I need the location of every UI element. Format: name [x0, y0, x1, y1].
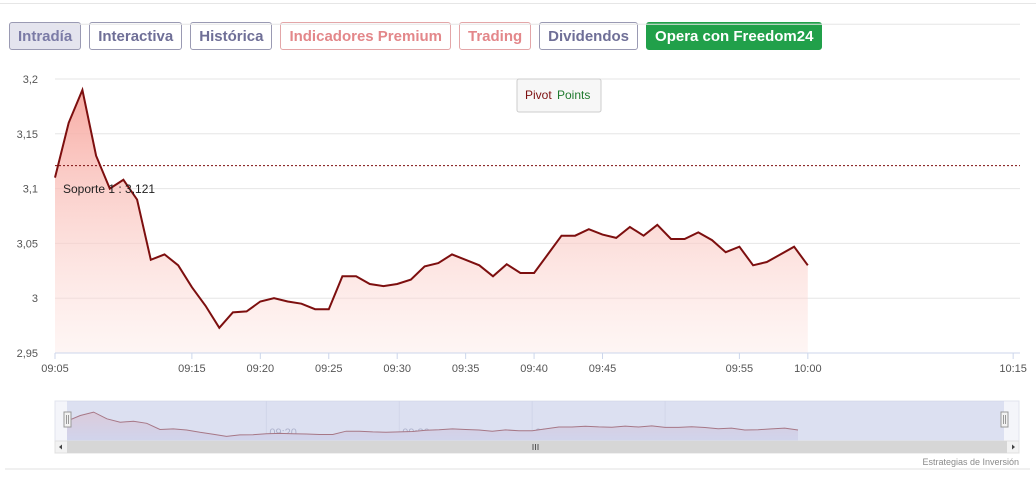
x-tick-label: 09:45 — [589, 363, 617, 375]
x-tick-label: 09:20 — [247, 363, 275, 375]
price-line — [54, 86, 809, 330]
tab-trading[interactable]: Trading — [459, 22, 532, 50]
x-tick-label: 09:25 — [315, 363, 343, 375]
navigator-right-handle[interactable] — [1000, 411, 1009, 428]
pivot-button-bg[interactable] — [516, 78, 602, 113]
navigator-selection[interactable] — [67, 401, 1004, 441]
y-tick-label: 3 — [32, 293, 38, 305]
y-tick-label: 3,2 — [23, 74, 38, 86]
navigator-left-handle[interactable] — [63, 411, 72, 428]
x-tick-label: 09:15 — [178, 363, 206, 375]
scrollbar[interactable] — [54, 440, 1020, 454]
tab-dividendos[interactable]: Dividendos — [539, 22, 639, 50]
tab-indicadores-premium[interactable]: Indicadores Premium — [280, 22, 451, 50]
x-tick-label: 10:15 — [999, 363, 1027, 375]
y-tick-label: 3,1 — [23, 184, 38, 196]
opera-freedom24-button[interactable]: Opera con Freedom24 — [646, 22, 823, 50]
scrollbar-thumb[interactable] — [67, 441, 1007, 453]
chart-credit: Estrategias de Inversión — [922, 457, 1019, 467]
points-word: Points — [557, 88, 590, 102]
pivot-word: Pivot — [525, 88, 552, 102]
x-axis: 09:05 09:15 09:20 09:25 09:30 09:35 09:40 09:45… — [41, 353, 1027, 375]
x-tick-label: 09:55 — [726, 363, 754, 375]
price-area — [55, 90, 808, 353]
y-axis: 2,95 3 3,05 3,1 3,15 3,2 — [17, 74, 38, 360]
x-tick-label: 09:35 — [452, 363, 480, 375]
support-label: Soporte 1 : 3,121 — [63, 182, 155, 196]
y-tick-label: 3,15 — [17, 129, 38, 141]
top-divider — [0, 3, 1036, 4]
scroll-right-arrow-icon[interactable] — [1012, 444, 1015, 450]
pivot-points-button[interactable]: Pivot Points — [516, 78, 602, 113]
chart-tabs: Intradía Interactiva Histórica Indicador… — [9, 22, 823, 50]
x-tick-label: 09:05 — [41, 363, 69, 375]
x-tick-label: 10:00 — [794, 363, 822, 375]
x-tick-label: 09:30 — [383, 363, 411, 375]
y-tick-label: 3,05 — [17, 238, 38, 250]
tab-interactiva[interactable]: Interactiva — [89, 22, 183, 50]
tab-historica[interactable]: Histórica — [190, 22, 273, 50]
y-tick-label: 2,95 — [17, 348, 38, 360]
x-tick-label: 09:40 — [520, 363, 548, 375]
scroll-left-arrow-icon[interactable] — [59, 444, 62, 450]
tab-intradia[interactable]: Intradía — [9, 22, 82, 50]
